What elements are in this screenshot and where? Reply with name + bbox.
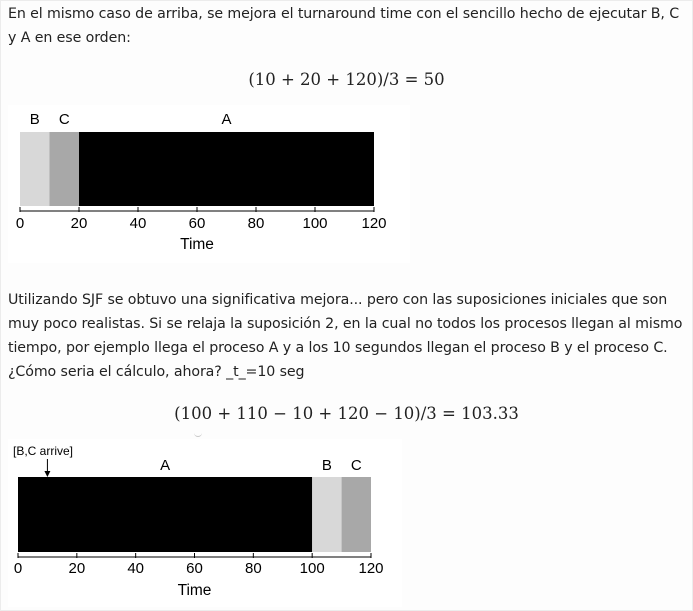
decorative-mark bbox=[194, 432, 202, 437]
paragraph-1: En el mismo caso de arriba, se mejora el… bbox=[8, 6, 679, 46]
job-bar-A bbox=[79, 132, 374, 206]
job-label-C: C bbox=[59, 111, 70, 128]
chart-sjf: B C A 0 20 40 60 80 100 120 Time bbox=[8, 105, 410, 263]
arrival-annotation: [B,C arrive] bbox=[13, 444, 73, 458]
job-bar-B bbox=[312, 477, 342, 552]
x-tick-label: 80 bbox=[248, 215, 265, 232]
x-tick-label: 100 bbox=[300, 560, 325, 577]
x-tick-label: 60 bbox=[189, 215, 206, 232]
job-label-A: A bbox=[160, 457, 170, 474]
x-tick-label: 100 bbox=[302, 215, 327, 232]
job-bar-C bbox=[341, 477, 371, 552]
paragraph-2: Utilizando SJF se obtuvo una significati… bbox=[8, 292, 683, 380]
job-label-B: B bbox=[30, 111, 40, 128]
arrow-down-icon bbox=[44, 471, 51, 477]
x-tick-label: 120 bbox=[361, 215, 386, 232]
chart-sjf-late-arrival: A B C 0 20 40 60 80 100 120 Time [B,C arrive] bbox=[8, 439, 402, 607]
job-label-A: A bbox=[221, 111, 231, 128]
x-tick-label: 20 bbox=[71, 215, 88, 232]
x-tick-label: 40 bbox=[127, 560, 144, 577]
x-tick-label: 20 bbox=[68, 560, 85, 577]
job-label-C: C bbox=[351, 457, 362, 474]
x-tick-label: 120 bbox=[358, 560, 383, 577]
x-tick-label: 0 bbox=[14, 560, 22, 577]
job-label-B: B bbox=[322, 457, 332, 474]
x-tick-label: 80 bbox=[245, 560, 262, 577]
x-tick-label: 0 bbox=[16, 215, 24, 232]
x-axis-label: Time bbox=[180, 236, 214, 253]
x-tick-label: 40 bbox=[130, 215, 147, 232]
formula-2: (100 + 110 − 10 + 120 − 10)/3 = 103.33 bbox=[174, 404, 519, 423]
job-bar-B bbox=[20, 132, 50, 206]
x-tick-label: 60 bbox=[186, 560, 203, 577]
formula-1: (10 + 20 + 120)/3 = 50 bbox=[248, 70, 445, 89]
job-bar-C bbox=[49, 132, 79, 206]
job-bar-A bbox=[18, 477, 313, 552]
x-axis-label: Time bbox=[178, 582, 212, 599]
